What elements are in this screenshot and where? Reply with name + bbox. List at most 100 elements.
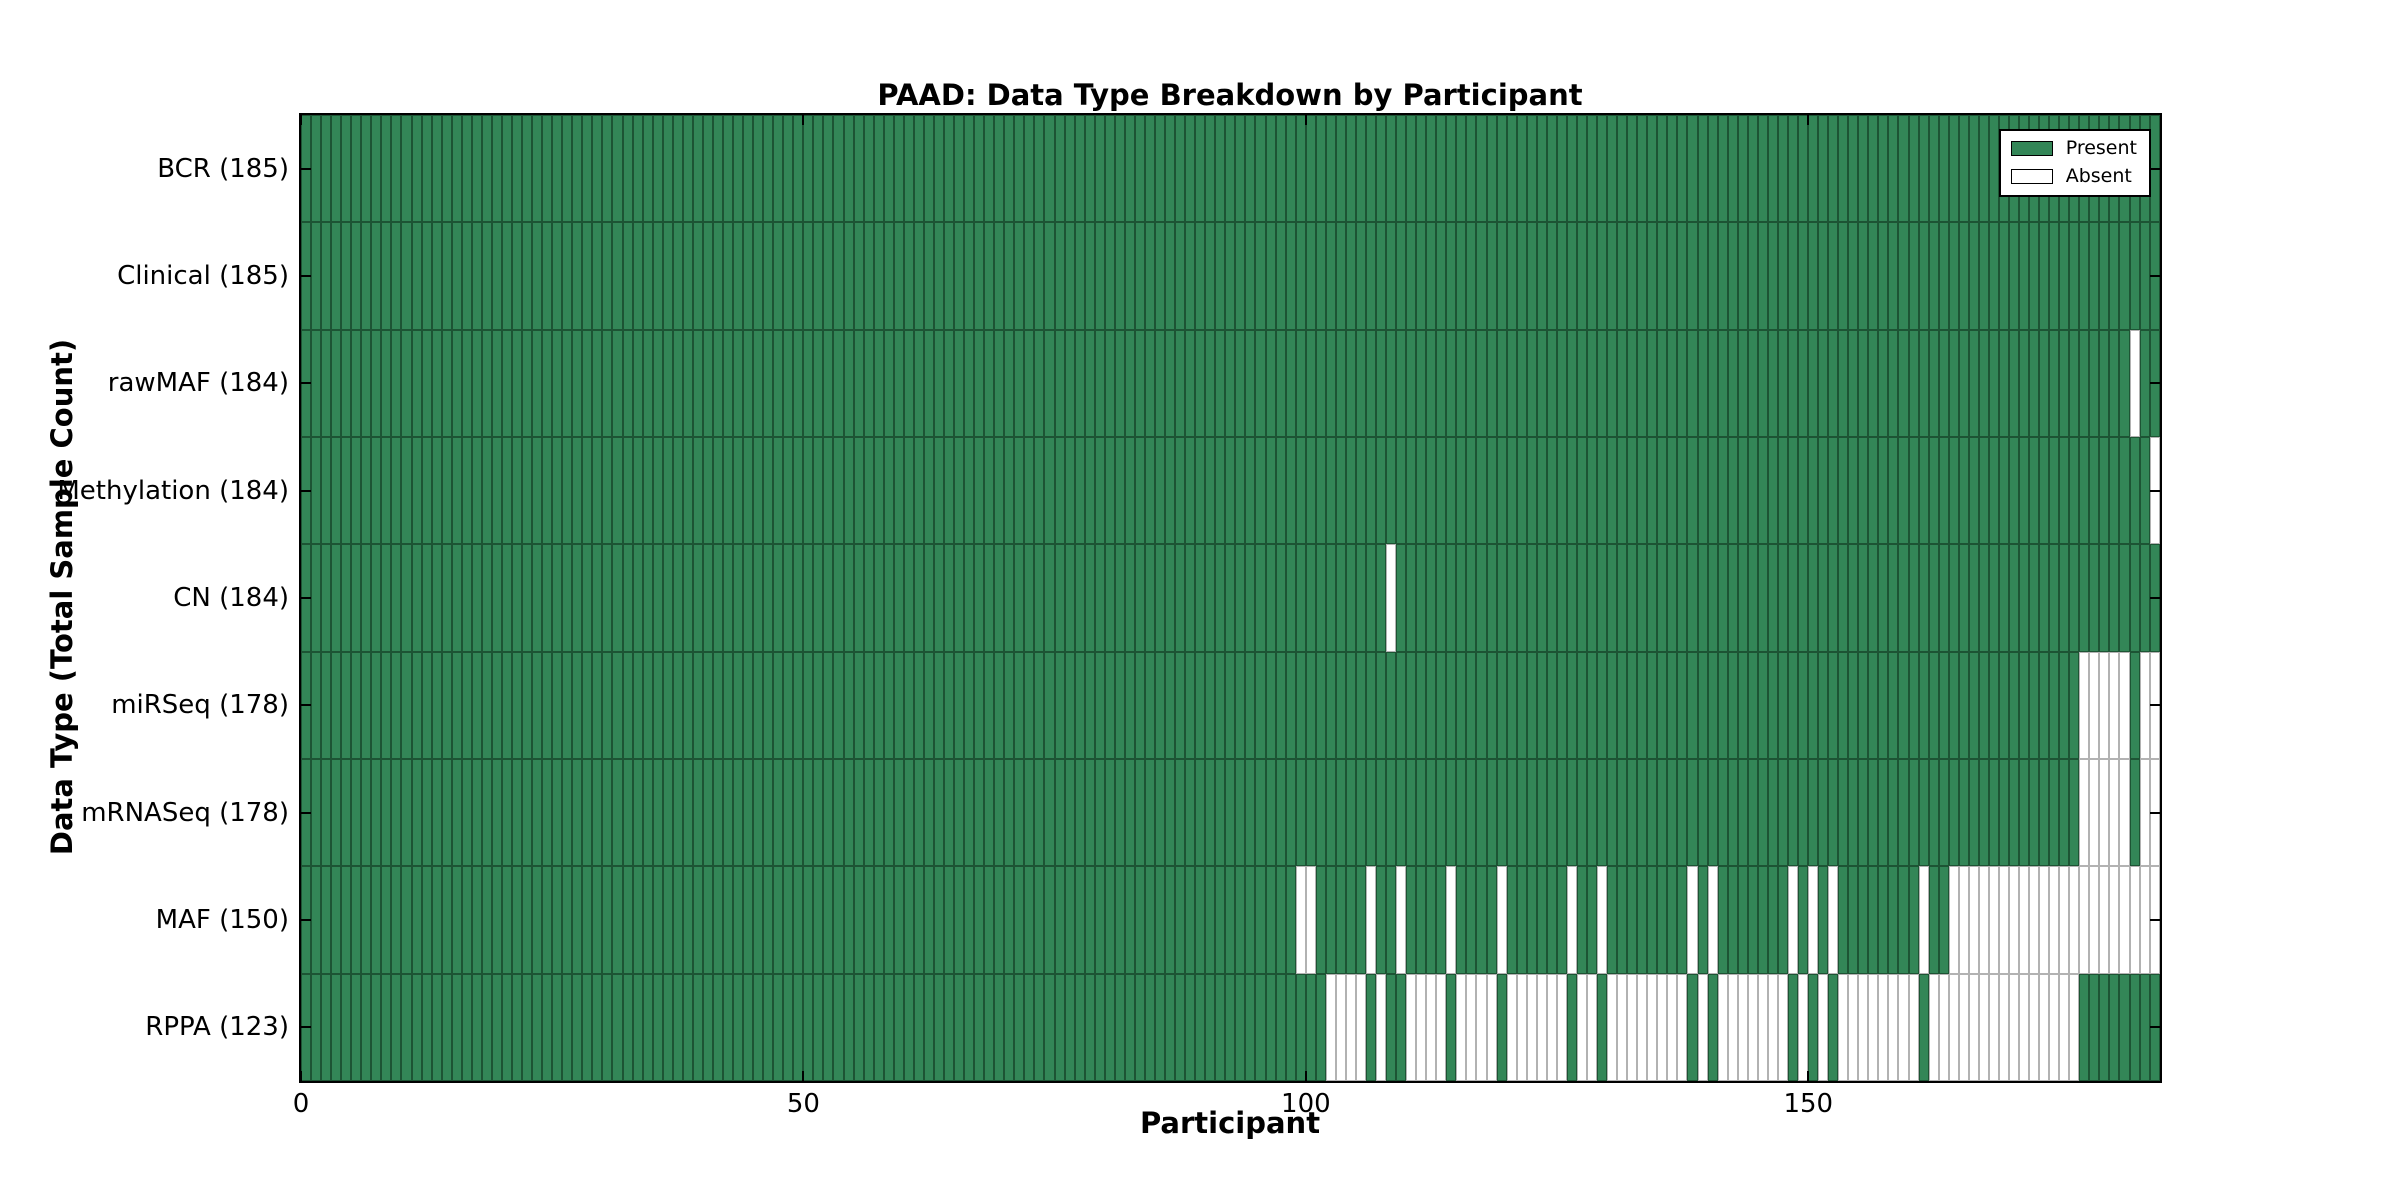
- matrix-cell: [2139, 651, 2150, 759]
- matrix-cell: [1144, 329, 1155, 437]
- matrix-cell: [843, 866, 854, 974]
- matrix-cell: [1225, 973, 1236, 1081]
- matrix-cell: [1285, 758, 1296, 867]
- matrix-cell: [461, 222, 472, 330]
- matrix-cell: [431, 758, 442, 867]
- matrix-cell: [1677, 436, 1688, 545]
- matrix-cell: [1325, 973, 1336, 1081]
- matrix-cell: [1978, 115, 1989, 223]
- matrix-cell: [1195, 866, 1206, 974]
- matrix-cell: [1386, 329, 1397, 437]
- matrix-cell: [1225, 329, 1236, 437]
- matrix-cell: [1898, 222, 1909, 330]
- matrix-cell: [1808, 222, 1819, 330]
- matrix-cell: [1657, 222, 1668, 330]
- matrix-cell: [1104, 758, 1115, 867]
- matrix-cell: [823, 973, 834, 1081]
- matrix-cell: [1406, 973, 1417, 1081]
- matrix-cell: [763, 651, 774, 759]
- matrix-cell: [1185, 222, 1196, 330]
- matrix-cell: [1948, 222, 1959, 330]
- matrix-cell: [1657, 115, 1668, 223]
- matrix-cell: [1476, 329, 1487, 437]
- matrix-cell: [1767, 866, 1778, 974]
- matrix-cell: [321, 651, 332, 759]
- matrix-cell: [1617, 544, 1628, 652]
- matrix-cell: [1175, 758, 1186, 867]
- matrix-cell: [1818, 115, 1829, 223]
- matrix-cell: [743, 329, 754, 437]
- matrix-cell: [1878, 973, 1889, 1081]
- matrix-cell: [1958, 651, 1969, 759]
- matrix-cell: [361, 115, 372, 223]
- matrix-cell: [803, 544, 814, 652]
- matrix-cell: [1576, 436, 1587, 545]
- matrix-cell: [883, 115, 894, 223]
- matrix-cell: [1637, 758, 1648, 867]
- matrix-cell: [733, 436, 744, 545]
- matrix-cell: [1456, 651, 1467, 759]
- matrix-cell: [873, 973, 884, 1081]
- matrix-cell: [923, 115, 934, 223]
- matrix-cell: [401, 866, 412, 974]
- x-tick-label-150: 150: [1783, 1089, 1834, 1119]
- matrix-cell: [2069, 436, 2080, 545]
- matrix-cell: [501, 222, 512, 330]
- matrix-cell: [1597, 222, 1608, 330]
- matrix-cell: [1797, 866, 1809, 974]
- matrix-cell: [401, 758, 412, 867]
- matrix-cell: [1165, 115, 1176, 223]
- matrix-cell: [341, 758, 352, 867]
- matrix-cell: [1165, 651, 1176, 759]
- matrix-cell: [944, 115, 955, 223]
- matrix-cell: [964, 651, 975, 759]
- matrix-cell: [662, 329, 673, 437]
- matrix-cell: [1848, 651, 1859, 759]
- matrix-cell: [1265, 329, 1276, 437]
- matrix-cell: [391, 544, 402, 652]
- matrix-cell: [1335, 329, 1346, 437]
- legend: Present Absent: [1998, 129, 2151, 197]
- matrix-cell: [1054, 544, 1065, 652]
- matrix-cell: [964, 544, 975, 652]
- matrix-cell: [501, 866, 512, 974]
- matrix-cell: [542, 866, 553, 974]
- matrix-cell: [1084, 115, 1095, 223]
- matrix-cell: [1416, 866, 1427, 974]
- matrix-cell: [522, 973, 533, 1081]
- matrix-cell: [1677, 651, 1688, 759]
- matrix-cell: [1878, 329, 1889, 437]
- matrix-cell: [753, 973, 764, 1081]
- matrix-cell: [1928, 973, 1939, 1081]
- matrix-cell: [1938, 115, 1949, 223]
- matrix-cell: [1004, 544, 1015, 652]
- matrix-cell: [2008, 222, 2020, 330]
- matrix-cell: [1235, 436, 1246, 545]
- matrix-cell: [1707, 222, 1718, 330]
- matrix-cell: [843, 973, 854, 1081]
- matrix-cell: [371, 758, 382, 867]
- matrix-cell: [1074, 866, 1085, 974]
- matrix-cell: [873, 544, 884, 652]
- matrix-cell: [491, 866, 502, 974]
- matrix-cell: [391, 222, 402, 330]
- matrix-cell: [1365, 436, 1377, 545]
- matrix-cell: [1818, 329, 1829, 437]
- legend-swatch-absent: [2010, 169, 2053, 184]
- matrix-cell: [1908, 329, 1919, 437]
- matrix-cell: [1948, 866, 1959, 974]
- matrix-cell: [2029, 866, 2040, 974]
- matrix-cell: [1536, 651, 1547, 759]
- matrix-cell: [1978, 866, 1989, 974]
- matrix-cell: [451, 544, 462, 652]
- matrix-cell: [843, 222, 854, 330]
- matrix-cell: [381, 222, 392, 330]
- matrix-cell: [873, 222, 884, 330]
- matrix-cell: [321, 866, 332, 974]
- matrix-cell: [491, 544, 502, 652]
- matrix-cell: [1697, 866, 1708, 974]
- matrix-cell: [1396, 651, 1407, 759]
- matrix-cell: [572, 866, 583, 974]
- matrix-cell: [592, 544, 603, 652]
- matrix-cell: [622, 866, 633, 974]
